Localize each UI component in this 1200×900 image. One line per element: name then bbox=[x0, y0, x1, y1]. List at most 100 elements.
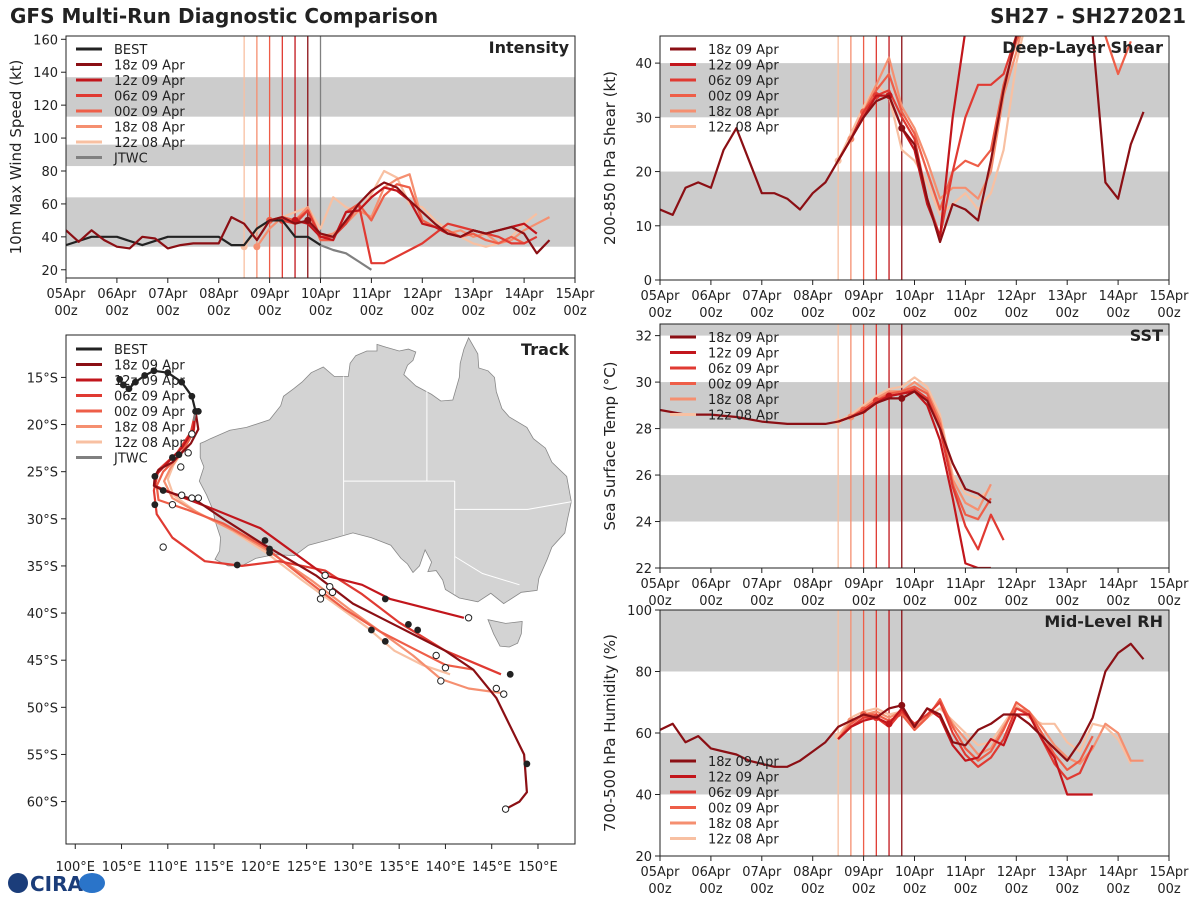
track-marker-open bbox=[184, 449, 192, 457]
track-marker-filled bbox=[523, 760, 531, 768]
track-marker-filled bbox=[261, 537, 269, 544]
x-tick-sublabel: 00z bbox=[648, 882, 672, 897]
y-tick-label: 40 bbox=[41, 231, 58, 246]
x-tick-label: 14Apr bbox=[505, 287, 545, 302]
best-track-marker bbox=[178, 378, 186, 386]
track-marker-filled bbox=[233, 561, 241, 569]
state-border bbox=[454, 556, 520, 586]
panel-title: Deep-Layer Shear bbox=[1002, 38, 1163, 57]
x-tick-sublabel: 00z bbox=[309, 304, 333, 319]
x-tick-sublabel: 00z bbox=[258, 304, 282, 319]
shaded-band bbox=[660, 610, 1169, 672]
y-tick-label: 30 bbox=[635, 376, 652, 391]
best-track-marker bbox=[188, 392, 196, 400]
lon-tick-label: 140°E bbox=[426, 860, 466, 875]
legend-label: 06z 09 Apr bbox=[708, 362, 779, 377]
page-title: GFS Multi-Run Diagnostic Comparison bbox=[10, 4, 439, 28]
lat-tick-label: 20°S bbox=[27, 419, 58, 434]
init-marker bbox=[304, 216, 312, 224]
x-tick-sublabel: 00z bbox=[1157, 594, 1181, 609]
legend-label: JTWC bbox=[113, 152, 148, 167]
shaded-band bbox=[660, 63, 1169, 118]
x-tick-sublabel: 00z bbox=[750, 306, 774, 321]
x-tick-sublabel: 00z bbox=[54, 304, 78, 319]
x-tick-label: 11Apr bbox=[946, 577, 986, 592]
y-tick-label: 22 bbox=[635, 562, 652, 577]
globe-icon bbox=[8, 873, 28, 893]
x-tick-label: 07Apr bbox=[742, 289, 782, 304]
track-marker-filled bbox=[368, 626, 375, 634]
x-tick-label: 11Apr bbox=[352, 287, 392, 302]
shaded-band bbox=[660, 324, 1169, 336]
y-tick-label: 30 bbox=[635, 111, 652, 126]
y-axis-label: 700-500 hPa Humidity (%) bbox=[601, 634, 619, 832]
series-group bbox=[66, 169, 551, 271]
track-marker-open bbox=[188, 430, 196, 438]
lon-tick-label: 145°E bbox=[472, 860, 512, 875]
x-tick-sublabel: 00z bbox=[563, 304, 587, 319]
panel-title: Intensity bbox=[489, 38, 570, 57]
x-tick-sublabel: 00z bbox=[801, 306, 825, 321]
series-line bbox=[243, 169, 538, 248]
x-tick-label: 13Apr bbox=[1048, 577, 1088, 592]
x-tick-label: 05Apr bbox=[640, 289, 680, 304]
y-axis-label: Sea Surface Temp (°C) bbox=[601, 361, 619, 530]
series-line bbox=[837, 698, 1094, 772]
y-axis-label: 10m Max Wind Speed (kt) bbox=[7, 60, 25, 255]
legend-label: 00z 09 Apr bbox=[708, 90, 779, 105]
y-tick-label: 160 bbox=[33, 33, 58, 48]
x-tick-label: 13Apr bbox=[1048, 865, 1088, 880]
legend-label: 12z 09 Apr bbox=[114, 374, 185, 389]
track-marker-filled bbox=[159, 487, 167, 494]
legend-label: 18z 09 Apr bbox=[708, 331, 779, 346]
legend-label: 00z 09 Apr bbox=[114, 105, 185, 120]
series-line bbox=[837, 701, 1144, 765]
y-tick-label: 120 bbox=[33, 99, 58, 114]
logo-text: CIRA bbox=[30, 872, 84, 896]
x-tick-sublabel: 00z bbox=[699, 882, 723, 897]
track-marker-filled bbox=[175, 451, 183, 459]
init-marker bbox=[898, 394, 906, 402]
y-tick-label: 0 bbox=[644, 274, 652, 289]
init-marker bbox=[253, 243, 261, 251]
x-tick-label: 09Apr bbox=[844, 577, 884, 592]
legend-label: 12z 09 Apr bbox=[708, 59, 779, 74]
track-marker-open bbox=[326, 582, 334, 591]
y-tick-label: 24 bbox=[635, 516, 652, 531]
legend-label: BEST bbox=[114, 343, 147, 358]
lon-tick-label: 135°E bbox=[379, 860, 419, 875]
track-marker-filled bbox=[169, 454, 176, 461]
x-tick-label: 08Apr bbox=[199, 287, 239, 302]
x-tick-label: 13Apr bbox=[1048, 289, 1088, 304]
series-line bbox=[837, 376, 992, 500]
x-tick-sublabel: 00z bbox=[801, 594, 825, 609]
track-marker-filled bbox=[405, 620, 412, 628]
y-tick-label: 80 bbox=[635, 666, 652, 681]
x-tick-label: 10Apr bbox=[895, 865, 935, 880]
track-marker-filled bbox=[414, 626, 422, 634]
legend-label: 18z 09 Apr bbox=[708, 43, 779, 58]
x-tick-label: 09Apr bbox=[844, 865, 884, 880]
x-tick-sublabel: 00z bbox=[1106, 594, 1130, 609]
legend-label: 00z 09 Apr bbox=[708, 802, 779, 817]
map-group bbox=[116, 336, 572, 813]
x-tick-sublabel: 00z bbox=[1005, 882, 1029, 897]
x-tick-label: 09Apr bbox=[250, 287, 290, 302]
track-marker-open bbox=[194, 494, 203, 502]
legend-label: 18z 08 Apr bbox=[114, 421, 185, 436]
lon-tick-label: 150°E bbox=[518, 860, 558, 875]
x-tick-label: 11Apr bbox=[946, 289, 986, 304]
x-tick-sublabel: 00z bbox=[1056, 306, 1080, 321]
x-tick-sublabel: 00z bbox=[699, 594, 723, 609]
panel-title: SST bbox=[1130, 326, 1163, 345]
lat-tick-label: 30°S bbox=[27, 513, 58, 528]
series-line bbox=[837, 36, 1022, 200]
track-marker-filled bbox=[266, 549, 273, 557]
australia-landmass bbox=[198, 336, 572, 605]
x-tick-label: 15Apr bbox=[555, 287, 595, 302]
y-tick-label: 20 bbox=[635, 850, 652, 865]
legend-label: 18z 08 Apr bbox=[114, 121, 185, 136]
y-tick-label: 28 bbox=[635, 423, 652, 438]
